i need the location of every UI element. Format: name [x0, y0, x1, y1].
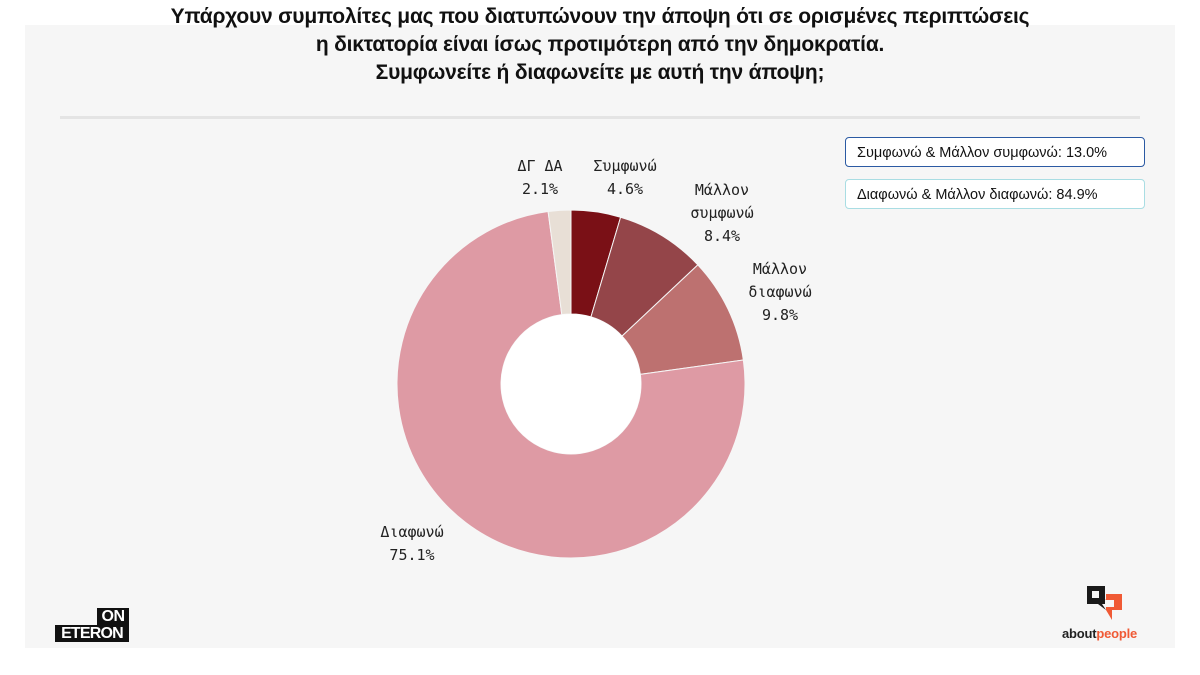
chart-title: Υπάρχουν συμπολίτες μας που διατυπώνουν …	[0, 3, 1200, 87]
logo-eteron-text: ETERON	[55, 625, 129, 642]
speech-bubbles-icon	[1087, 586, 1122, 620]
logo-aboutpeople-text: aboutpeople	[1062, 626, 1138, 641]
title-line-1: Υπάρχουν συμπολίτες μας που διατυπώνουν …	[170, 5, 1030, 28]
title-line-3: Συμφωνείτε ή διαφωνείτε με αυτή την άποψ…	[375, 61, 825, 84]
summary-disagree-box: Διαφωνώ & Μάλλον διαφωνώ: 84.9%	[845, 179, 1145, 209]
donut-hole	[501, 314, 641, 454]
title-divider	[60, 116, 1140, 119]
aboutpeople-logo: aboutpeople	[1062, 580, 1152, 645]
label-diafono: Διαφωνώ 75.1%	[380, 523, 444, 564]
title-line-2: η δικτατορία είναι ίσως προτιμότερη από …	[315, 33, 885, 56]
label-mallon-symfono: Μάλλον συμφωνώ 8.4%	[690, 181, 754, 245]
label-symfono: Συμφωνώ 4.6%	[593, 157, 657, 198]
label-mallon-diafono: Μάλλον διαφωνώ 9.8%	[748, 260, 812, 324]
label-dg-da: ΔΓ ΔΑ 2.1%	[517, 157, 563, 198]
summary-agree-box: Συμφωνώ & Μάλλον συμφωνώ: 13.0%	[845, 137, 1145, 167]
logo-on-text: ON	[97, 608, 129, 625]
